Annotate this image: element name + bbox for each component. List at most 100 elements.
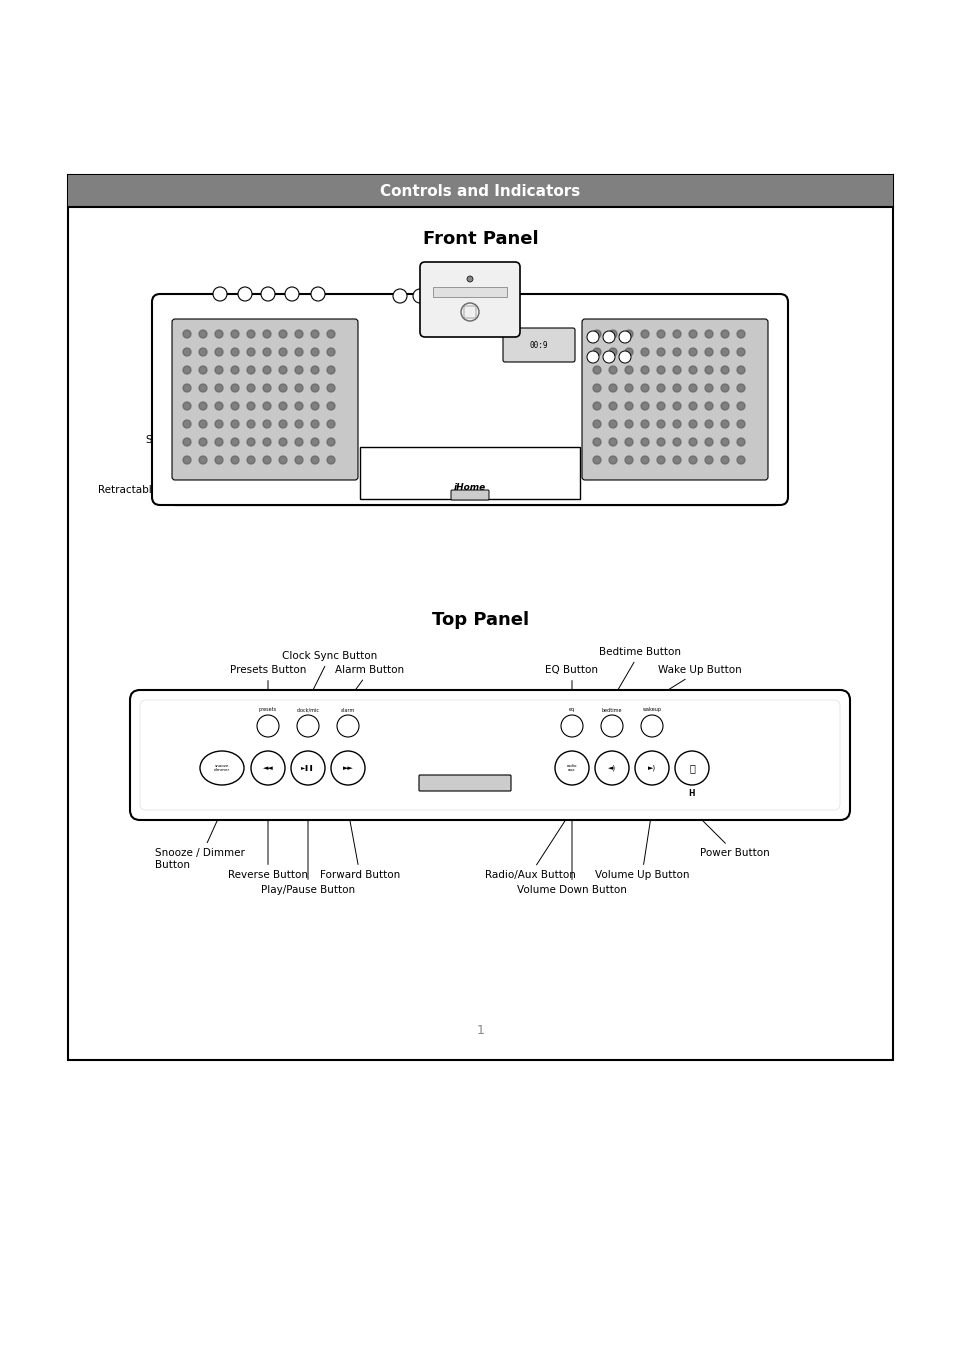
Text: 00:9: 00:9 [529,340,548,350]
Circle shape [635,751,668,785]
Circle shape [608,457,617,463]
Circle shape [704,384,712,392]
Text: Controls and Indicators: Controls and Indicators [380,184,580,199]
Circle shape [640,715,662,738]
Circle shape [688,420,697,428]
Text: bedtime: bedtime [601,708,621,712]
Circle shape [586,331,598,343]
Circle shape [704,457,712,463]
Circle shape [672,384,680,392]
Circle shape [608,438,617,446]
Text: EQ Button: EQ Button [545,665,598,697]
Text: Bedtime Button: Bedtime Button [598,647,680,697]
Circle shape [737,420,744,428]
Circle shape [593,457,600,463]
Circle shape [688,438,697,446]
Circle shape [737,457,744,463]
Circle shape [263,438,271,446]
Circle shape [602,331,615,343]
Circle shape [704,403,712,409]
Circle shape [593,438,600,446]
Circle shape [183,366,191,374]
Circle shape [688,366,697,374]
Circle shape [251,751,285,785]
Text: H: H [688,789,695,797]
Circle shape [327,349,335,357]
Circle shape [640,420,648,428]
Circle shape [624,403,633,409]
Text: Power Button: Power Button [693,812,769,858]
Text: ►): ►) [647,765,656,771]
Text: Alarm Button: Alarm Button [335,665,404,697]
Circle shape [737,384,744,392]
Circle shape [593,349,600,357]
Circle shape [231,438,239,446]
Text: Snooze / Dimmer
Button: Snooze / Dimmer Button [154,812,245,870]
Circle shape [231,330,239,338]
Circle shape [450,289,463,303]
Circle shape [183,330,191,338]
Text: Retractable Dock: Retractable Dock [98,485,292,494]
Circle shape [640,403,648,409]
Circle shape [247,366,254,374]
Circle shape [593,420,600,428]
Circle shape [624,457,633,463]
Text: Top Panel: Top Panel [432,611,529,630]
Text: Front Panel: Front Panel [422,230,537,249]
Circle shape [657,457,664,463]
Bar [359,447,579,499]
Circle shape [199,420,207,428]
Circle shape [704,349,712,357]
Text: Volume Up Button: Volume Up Button [594,813,688,880]
Circle shape [278,457,287,463]
Circle shape [720,403,728,409]
Bar [68,176,892,1061]
Circle shape [608,366,617,374]
Circle shape [199,384,207,392]
Circle shape [672,349,680,357]
Circle shape [199,366,207,374]
Circle shape [688,403,697,409]
Circle shape [247,384,254,392]
Circle shape [278,403,287,409]
Text: radio
aux: radio aux [566,763,577,773]
FancyBboxPatch shape [152,295,787,505]
Circle shape [294,420,303,428]
Circle shape [413,289,427,303]
Circle shape [247,330,254,338]
Circle shape [327,420,335,428]
FancyBboxPatch shape [419,262,519,336]
Circle shape [720,330,728,338]
Circle shape [672,330,680,338]
Text: presets: presets [258,708,276,712]
Circle shape [608,403,617,409]
Circle shape [560,715,582,738]
FancyBboxPatch shape [172,319,357,480]
Circle shape [256,715,278,738]
Circle shape [688,330,697,338]
Circle shape [640,349,648,357]
Circle shape [600,715,622,738]
Circle shape [183,403,191,409]
Circle shape [278,366,287,374]
Circle shape [214,438,223,446]
Circle shape [688,349,697,357]
Circle shape [263,457,271,463]
Circle shape [294,330,303,338]
Circle shape [311,420,318,428]
Circle shape [183,438,191,446]
Text: ►►: ►► [342,765,353,771]
Circle shape [237,286,252,301]
Circle shape [737,366,744,374]
Circle shape [294,384,303,392]
Circle shape [199,330,207,338]
Circle shape [640,438,648,446]
Circle shape [311,349,318,357]
Circle shape [704,330,712,338]
Text: Forward Button: Forward Button [319,813,399,880]
Text: Speaker: Speaker [652,470,761,494]
Text: Presets Button: Presets Button [230,665,306,697]
Circle shape [311,438,318,446]
Circle shape [640,330,648,338]
Circle shape [624,349,633,357]
